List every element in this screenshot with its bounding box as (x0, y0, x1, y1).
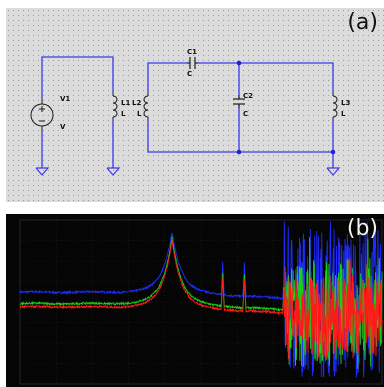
inductor-l1 (112, 92, 118, 120)
l3-name-label: L3 (341, 99, 351, 107)
plot-grid (19, 219, 383, 385)
trace-line-blue (19, 221, 383, 378)
spectrum-trace-green (19, 236, 383, 369)
c2-name-label: C2 (243, 92, 254, 100)
c1-name-label: C1 (187, 48, 198, 56)
l3-value-label: L (341, 110, 346, 118)
spectrum-trace-red (19, 239, 383, 360)
ground-v1 (35, 167, 50, 176)
l2-value-label: L (137, 110, 142, 118)
c2-value-label: C (243, 110, 249, 118)
ground-l1 (106, 167, 121, 176)
capacitor-c1 (187, 57, 198, 69)
plot-traces (19, 221, 383, 378)
inductor-l2 (143, 92, 149, 120)
v1-name-label: V1 (60, 95, 71, 103)
circuit-schematic (30, 56, 341, 176)
node-dot-top (236, 60, 242, 66)
panel-a-label: (a) (347, 10, 378, 35)
trace-line-green (19, 236, 383, 369)
node-dot-l3 (330, 149, 336, 155)
node-dot-bottom (236, 149, 242, 155)
l2-name-label: L2 (132, 99, 142, 107)
v1-value-label: V (60, 123, 66, 131)
spectrum-chart (19, 219, 383, 385)
c1-value-label: C (187, 70, 193, 78)
capacitor-c2 (233, 95, 245, 108)
l1-name-label: L1 (121, 99, 131, 107)
inductor-l3 (332, 92, 338, 120)
l1-value-label: L (121, 110, 126, 118)
circuit-schematic-panel: (a) (6, 8, 384, 202)
wire-top (147, 62, 187, 92)
ground-l3 (326, 167, 341, 176)
trace-line-red (19, 239, 383, 360)
wire-bottom (147, 120, 334, 153)
wire-c1-right (198, 62, 334, 92)
spectrum-plot-panel: (b) (6, 214, 384, 387)
spectrum-trace-blue (19, 221, 383, 378)
wire-v1-top (41, 56, 114, 98)
voltage-source-v1 (30, 98, 54, 132)
panel-b-label: (b) (346, 216, 378, 241)
